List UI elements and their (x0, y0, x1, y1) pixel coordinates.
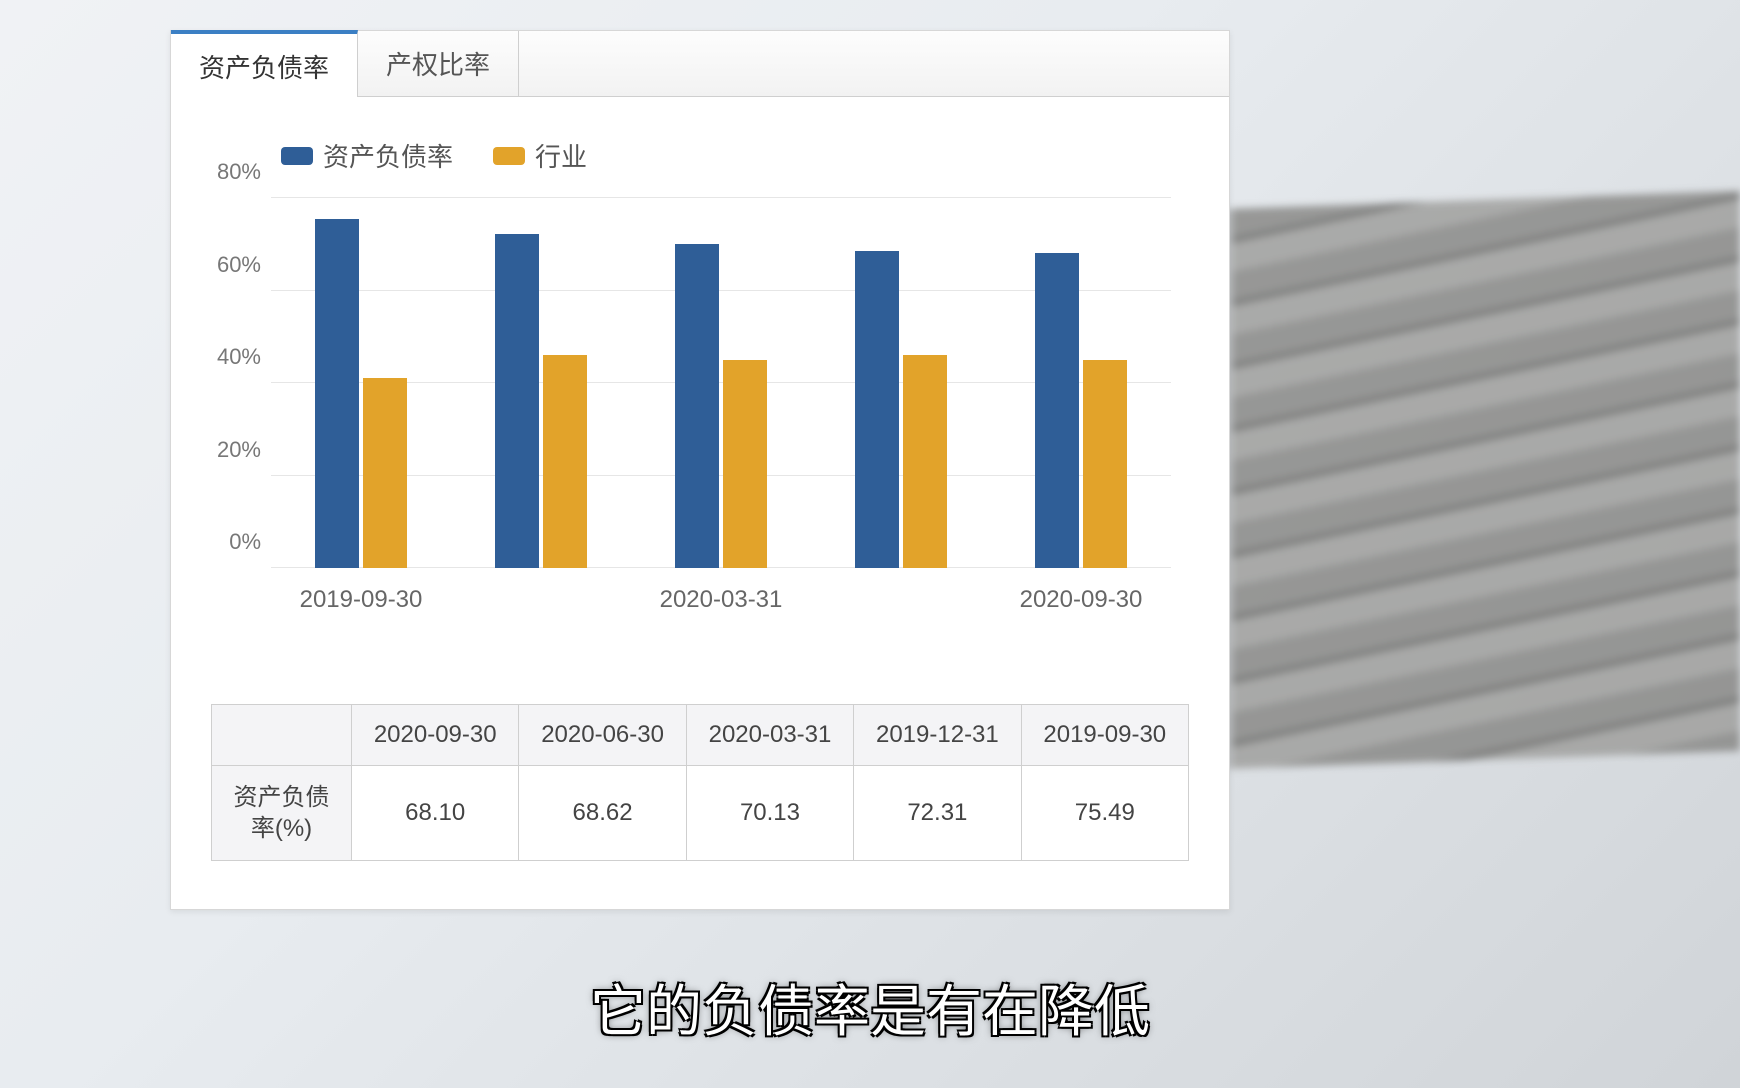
chart-panel: 资产负债率 产权比率 资产负债率 行业 0%20%40%60%80% 2019-… (170, 30, 1230, 910)
y-axis-label: 80% (201, 159, 261, 185)
legend-item-series1: 资产负债率 (281, 137, 453, 174)
bars-container (271, 198, 1171, 568)
y-axis-label: 0% (201, 529, 261, 555)
bar (723, 360, 767, 568)
bar (675, 244, 719, 568)
table-cell: 68.10 (352, 766, 519, 861)
tab-label: 产权比率 (386, 50, 490, 80)
table-cell: 68.62 (519, 766, 686, 861)
x-axis-label: 2019-09-30 (271, 586, 451, 614)
bar (903, 355, 947, 568)
table-body: 资产负债率(%)68.1068.6270.1372.3175.49 (212, 766, 1189, 861)
y-axis-label: 40% (201, 344, 261, 370)
x-axis-labels: 2019-09-30 2020-03-31 2020-09-30 (271, 586, 1171, 614)
legend-swatch (281, 147, 313, 165)
bar-group (991, 198, 1171, 568)
bar (315, 219, 359, 568)
legend-label: 行业 (535, 137, 587, 174)
tab-bar: 资产负债率 产权比率 (171, 31, 1229, 97)
background-texture (1220, 191, 1740, 769)
data-table: 2020-09-302020-06-302020-03-312019-12-31… (211, 704, 1189, 861)
table-header-cell: 2020-03-31 (686, 705, 853, 766)
bar-group (631, 198, 811, 568)
subtitle-caption: 它的负债率是有在降低 (590, 967, 1150, 1048)
table-header-cell (212, 705, 352, 766)
chart-area: 资产负债率 行业 0%20%40%60%80% 2019-09-302020-0… (171, 97, 1229, 871)
table-header-cell: 2020-06-30 (519, 705, 686, 766)
bar-group (811, 198, 991, 568)
table-header-cell: 2020-09-30 (352, 705, 519, 766)
tab-asset-liability-ratio[interactable]: 资产负债率 (171, 30, 358, 97)
bar (495, 234, 539, 568)
table-cell: 72.31 (854, 766, 1021, 861)
table-header-cell: 2019-12-31 (854, 705, 1021, 766)
y-axis-label: 60% (201, 252, 261, 278)
bar (363, 378, 407, 568)
table-header-cell: 2019-09-30 (1021, 705, 1188, 766)
legend-swatch (493, 147, 525, 165)
bar (543, 355, 587, 568)
y-axis-label: 20% (201, 437, 261, 463)
bar (1083, 360, 1127, 568)
table-row-header: 资产负债率(%) (212, 766, 352, 861)
x-axis-label (811, 586, 991, 614)
legend: 资产负债率 行业 (281, 137, 1199, 174)
tab-equity-ratio[interactable]: 产权比率 (358, 31, 519, 96)
x-axis-label: 2020-03-31 (631, 586, 811, 614)
x-axis-label: 2020-09-30 (991, 586, 1171, 614)
chart-plot: 0%20%40%60%80% (271, 198, 1171, 568)
bar (855, 251, 899, 568)
legend-label: 资产负债率 (323, 137, 453, 174)
bar-group (451, 198, 631, 568)
x-axis-label (451, 586, 631, 614)
data-table-wrap: 2020-09-302020-06-302020-03-312019-12-31… (201, 704, 1199, 861)
tab-label: 资产负债率 (199, 53, 329, 83)
table-header-row: 2020-09-302020-06-302020-03-312019-12-31… (212, 705, 1189, 766)
bar-group (271, 198, 451, 568)
legend-item-series2: 行业 (493, 137, 587, 174)
table-cell: 75.49 (1021, 766, 1188, 861)
table-row: 资产负债率(%)68.1068.6270.1372.3175.49 (212, 766, 1189, 861)
table-cell: 70.13 (686, 766, 853, 861)
bar (1035, 253, 1079, 568)
